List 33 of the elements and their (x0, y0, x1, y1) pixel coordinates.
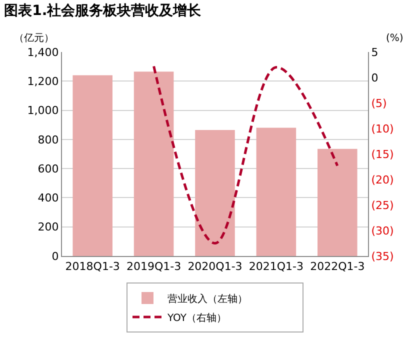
y2-tick-label: (35) (371, 250, 394, 263)
y-tick-label: 800 (38, 133, 59, 146)
bar (256, 128, 296, 256)
y-tick-label: 200 (38, 220, 59, 234)
y-tick-label: 600 (38, 162, 59, 176)
y2-tick-label: (15) (371, 148, 394, 161)
x-tick-label: 2021Q1-3 (248, 260, 304, 274)
bar (72, 75, 112, 256)
y2-tick-label: (30) (371, 224, 394, 238)
x-tick-label: 2022Q1-3 (310, 260, 365, 274)
y2-tick-label: (10) (371, 122, 394, 136)
y2-tick-label: (25) (371, 198, 394, 212)
legend-label: 营业收入（左轴） (168, 292, 248, 305)
y-tick-label: 1,200 (27, 74, 59, 88)
y2-axis-title: (%) (386, 33, 404, 44)
line-series (152, 65, 339, 244)
bar (134, 72, 174, 256)
x-tick-label: 2018Q1-3 (65, 260, 120, 274)
x-tick-label: 2019Q1-3 (126, 260, 182, 274)
x-tick-label: 2020Q1-3 (188, 260, 242, 274)
y-tick-label: 1,400 (27, 46, 59, 59)
bar (195, 130, 235, 256)
chart-title: 图表1.社会服务板块营收及增长 (4, 2, 202, 19)
y2-tick-label: 5 (371, 46, 378, 59)
y-tick-label: 0 (52, 250, 59, 263)
y2-tick-label: (5) (371, 96, 387, 110)
bar (318, 148, 358, 256)
y-tick-label: 1,000 (27, 104, 59, 118)
y-axis-title: （亿元） (14, 33, 54, 44)
y-tick-label: 400 (38, 192, 59, 205)
y2-tick-label: (20) (371, 173, 394, 186)
y2-tick-label: 0 (371, 71, 378, 84)
legend-label: YOY（右轴） (166, 312, 226, 324)
